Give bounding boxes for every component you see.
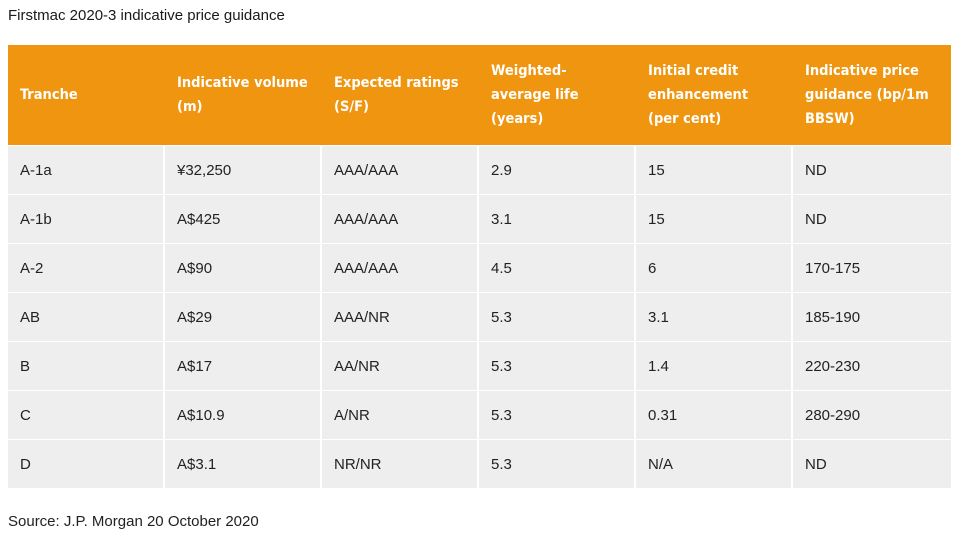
cell-price-guidance: 185-190: [793, 293, 951, 341]
cell-credit-enhancement: N/A: [636, 440, 793, 488]
cell-credit-enhancement: 1.4: [636, 342, 793, 390]
table-row: D A$3.1 NR/NR 5.3 N/A ND: [8, 440, 951, 488]
cell-credit-enhancement: 0.31: [636, 391, 793, 439]
cell-credit-enhancement: 6: [636, 244, 793, 292]
cell-tranche: AB: [8, 293, 165, 341]
source-note: Source: J.P. Morgan 20 October 2020: [8, 513, 259, 530]
cell-wal: 5.3: [479, 342, 636, 390]
cell-price-guidance: ND: [793, 146, 951, 194]
cell-credit-enhancement: 15: [636, 195, 793, 243]
cell-price-guidance: 280-290: [793, 391, 951, 439]
cell-tranche: A-1b: [8, 195, 165, 243]
cell-wal: 5.3: [479, 293, 636, 341]
cell-tranche: A-1a: [8, 146, 165, 194]
cell-price-guidance: 170-175: [793, 244, 951, 292]
cell-tranche: B: [8, 342, 165, 390]
table-row: B A$17 AA/NR 5.3 1.4 220-230: [8, 342, 951, 390]
cell-volume: A$3.1: [165, 440, 322, 488]
table-header-row: Tranche Indicative volume (m) Expected r…: [8, 45, 951, 145]
cell-ratings: NR/NR: [322, 440, 479, 488]
header-indicative-volume: Indicative volume (m): [165, 45, 322, 145]
cell-ratings: AAA/AAA: [322, 244, 479, 292]
cell-volume: A$29: [165, 293, 322, 341]
header-indicative-price-guidance: Indicative price guidance (bp/1m BBSW): [805, 63, 929, 127]
page-title: Firstmac 2020-3 indicative price guidanc…: [8, 7, 285, 24]
cell-price-guidance: ND: [793, 440, 951, 488]
table-row: A-1b A$425 AAA/AAA 3.1 15 ND: [8, 195, 951, 243]
cell-wal: 4.5: [479, 244, 636, 292]
cell-price-guidance: 220-230: [793, 342, 951, 390]
header-weighted-average-life: Weighted-average life (years): [479, 45, 636, 145]
cell-wal: 5.3: [479, 440, 636, 488]
cell-volume: A$10.9: [165, 391, 322, 439]
cell-volume: ¥32,250: [165, 146, 322, 194]
header-tranche: Tranche: [8, 45, 165, 145]
cell-wal: 5.3: [479, 391, 636, 439]
table-row: C A$10.9 A/NR 5.3 0.31 280-290: [8, 391, 951, 439]
cell-ratings: AAA/AAA: [322, 146, 479, 194]
cell-volume: A$17: [165, 342, 322, 390]
cell-ratings: A/NR: [322, 391, 479, 439]
cell-volume: A$90: [165, 244, 322, 292]
cell-volume: A$425: [165, 195, 322, 243]
price-guidance-table: Tranche Indicative volume (m) Expected r…: [8, 45, 951, 488]
cell-tranche: D: [8, 440, 165, 488]
table-row: A-1a ¥32,250 AAA/AAA 2.9 15 ND: [8, 146, 951, 194]
cell-wal: 2.9: [479, 146, 636, 194]
cell-tranche: A-2: [8, 244, 165, 292]
cell-wal: 3.1: [479, 195, 636, 243]
cell-ratings: AA/NR: [322, 342, 479, 390]
cell-credit-enhancement: 15: [636, 146, 793, 194]
cell-tranche: C: [8, 391, 165, 439]
header-expected-ratings: Expected ratings (S/F): [322, 45, 479, 145]
cell-credit-enhancement: 3.1: [636, 293, 793, 341]
cell-price-guidance: ND: [793, 195, 951, 243]
cell-ratings: AAA/AAA: [322, 195, 479, 243]
table-row: A-2 A$90 AAA/AAA 4.5 6 170-175: [8, 244, 951, 292]
cell-ratings: AAA/NR: [322, 293, 479, 341]
header-initial-credit-enhancement: Initial credit enhancement (per cent): [636, 45, 793, 145]
table-row: AB A$29 AAA/NR 5.3 3.1 185-190: [8, 293, 951, 341]
